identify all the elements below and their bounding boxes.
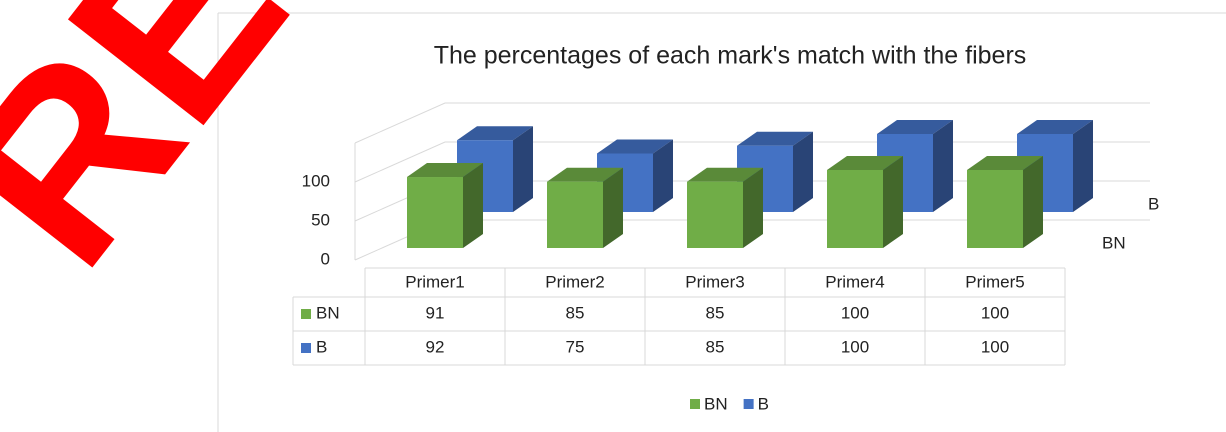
bar-side bbox=[1073, 120, 1093, 212]
table-value: 75 bbox=[566, 337, 585, 356]
bar-top bbox=[457, 126, 533, 141]
bar bbox=[407, 163, 483, 248]
bar-top bbox=[687, 167, 763, 182]
depth-label: B bbox=[1148, 194, 1159, 213]
table-series-name: B bbox=[316, 337, 327, 356]
x-tick-label: Primer1 bbox=[405, 272, 465, 291]
bar-front bbox=[827, 170, 883, 248]
table-key bbox=[301, 309, 311, 319]
table-value: 100 bbox=[841, 337, 869, 356]
y-tick-label: 0 bbox=[321, 249, 330, 268]
bar-side bbox=[883, 156, 903, 248]
bar bbox=[687, 167, 763, 248]
bar-side bbox=[603, 167, 623, 248]
bar-side bbox=[1023, 156, 1043, 248]
bar-front bbox=[547, 181, 603, 248]
table-value: 85 bbox=[706, 303, 725, 322]
depth-label: BN bbox=[1102, 233, 1126, 252]
table-value: 85 bbox=[706, 337, 725, 356]
bar-top bbox=[967, 156, 1043, 170]
bar-side bbox=[793, 131, 813, 212]
bar-front bbox=[967, 170, 1023, 248]
chart-title: The percentages of each mark's match wit… bbox=[434, 42, 1027, 70]
bar bbox=[827, 156, 903, 248]
table-value: 91 bbox=[426, 303, 445, 322]
legend-key bbox=[743, 399, 754, 409]
legend-key bbox=[690, 399, 700, 409]
bar-side bbox=[463, 163, 483, 248]
table-key bbox=[301, 343, 311, 353]
bar-top bbox=[737, 131, 813, 146]
legend-label: BN bbox=[704, 394, 728, 413]
bar-front bbox=[687, 181, 743, 248]
watermark: RE bbox=[0, 0, 338, 313]
table-series-name: BN bbox=[316, 303, 340, 322]
bar-top bbox=[1017, 120, 1093, 134]
bar-front bbox=[407, 177, 463, 248]
bar-side bbox=[653, 139, 673, 212]
table-value: 100 bbox=[841, 303, 869, 322]
bar-side bbox=[933, 120, 953, 212]
x-tick-label: Primer5 bbox=[965, 272, 1025, 291]
table-value: 100 bbox=[981, 303, 1009, 322]
x-tick-label: Primer4 bbox=[825, 272, 885, 291]
bar bbox=[547, 167, 623, 248]
y-tick-label: 100 bbox=[302, 171, 330, 190]
data-table: Primer1 Primer2 Primer3 Primer4 Primer5 BN 91 8… bbox=[292, 267, 1066, 366]
bar-side bbox=[743, 167, 763, 248]
bar-top bbox=[877, 120, 953, 134]
table-value: 100 bbox=[981, 337, 1009, 356]
y-tick-label: 50 bbox=[311, 210, 330, 229]
bar-top bbox=[827, 156, 903, 170]
bars: B BN bbox=[407, 120, 1159, 252]
wall-edge bbox=[354, 102, 1150, 144]
table-value: 92 bbox=[426, 337, 445, 356]
table-value: 85 bbox=[566, 303, 585, 322]
bar-top bbox=[547, 167, 623, 182]
legend: BN B bbox=[690, 394, 769, 413]
bar-top bbox=[407, 163, 483, 178]
bar-side bbox=[513, 126, 533, 212]
x-tick-label: Primer2 bbox=[545, 272, 605, 291]
bar-top bbox=[597, 139, 673, 154]
bar bbox=[967, 156, 1043, 248]
x-tick-label: Primer3 bbox=[685, 272, 745, 291]
legend-label: B bbox=[758, 394, 769, 413]
